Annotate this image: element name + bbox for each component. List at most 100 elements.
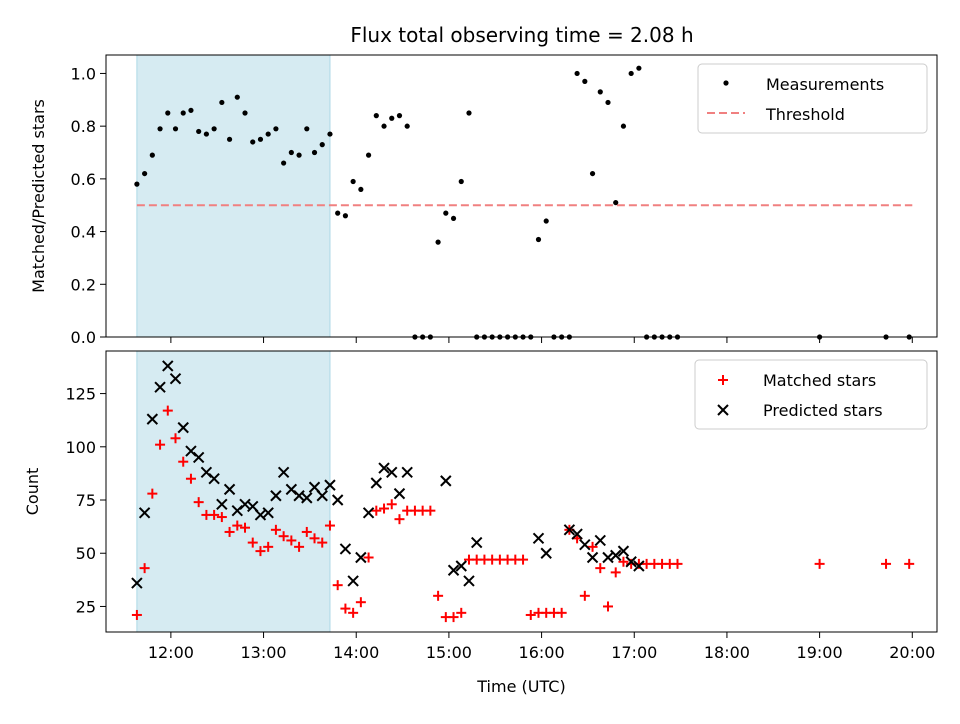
matched-star-point: [394, 514, 405, 525]
predicted-star-point: [532, 532, 545, 545]
predicted-star-point: [362, 507, 375, 519]
measurement-point: [273, 126, 279, 132]
predicted-star-point: [563, 524, 576, 536]
count-panel: 25 50 75 100 125 12:00 13:00 14:00 15:00 16:00 17…: [23, 350, 938, 696]
matched-star-point: [448, 612, 459, 623]
predicted-star-point: [633, 560, 645, 572]
measurement-point: [396, 113, 403, 119]
y-tick-label: 0.0: [71, 328, 96, 347]
measurement-point: [450, 215, 457, 222]
measurement-point: [613, 199, 619, 206]
measurement-point: [242, 110, 248, 116]
predicted-star-point: [540, 547, 552, 559]
chart-title: Flux total observing time = 2.08 h: [350, 23, 693, 47]
matched-star-point: [185, 473, 196, 484]
y-tick-label: 0.6: [71, 170, 96, 189]
predicted-star-point: [594, 534, 606, 547]
measurement-point: [149, 152, 155, 158]
matched-star-point: [155, 439, 166, 450]
measurement-point: [234, 94, 240, 100]
count-panel-y-ticks: 25 50 75 100 125: [65, 385, 106, 616]
ratio-panel-legend: Measurements Threshold: [697, 63, 928, 134]
predicted-star-point: [347, 575, 359, 587]
matched-star-point: [216, 512, 227, 523]
legend-box: [694, 359, 928, 430]
predicted-star-point: [169, 372, 182, 385]
matched-star-point: [587, 541, 598, 552]
legend-marker-predicted: [717, 404, 729, 416]
legend-label: Measurements: [766, 75, 884, 94]
predicted-star-point: [378, 462, 390, 474]
matched-star-point: [672, 558, 683, 569]
predicted-star-point: [355, 551, 367, 564]
matched-star-point: [294, 541, 305, 552]
count-panel-y-label: Count: [23, 468, 42, 516]
predicted-star-point: [162, 360, 174, 372]
measurement-point: [304, 126, 310, 132]
matched-star-point: [814, 558, 825, 569]
measurement-point: [165, 110, 171, 116]
x-tick-label: 14:00: [333, 643, 379, 662]
measurement-point: [443, 210, 449, 216]
matched-star-point: [278, 531, 289, 542]
predicted-star-point: [131, 577, 143, 589]
predicted-star-point: [146, 413, 159, 425]
predicted-star-point: [463, 575, 475, 587]
measurement-point: [188, 107, 194, 113]
matched-star-point: [355, 597, 366, 608]
count-panel-legend: Matched stars Predicted stars: [694, 359, 928, 430]
y-tick-label: 0.2: [71, 275, 96, 294]
matched-star-point: [139, 563, 150, 574]
matched-star-point: [425, 505, 436, 516]
predicted-star-point: [316, 490, 328, 502]
predicted-star-point: [208, 473, 220, 485]
count-panel-x-ticks: 12:00 13:00 14:00 15:00 16:00 17:00 18:00 19:00…: [148, 632, 935, 662]
measurement-point: [458, 178, 464, 185]
matched-star-point: [518, 554, 529, 565]
predicted-star-point: [579, 539, 591, 551]
predicted-star-point: [625, 556, 637, 568]
measurement-point: [281, 160, 287, 166]
measurement-point: [574, 70, 580, 77]
matched-star-point: [247, 537, 258, 548]
matched-star-point: [317, 537, 328, 548]
matched-star-point: [602, 601, 613, 612]
count-panel-axes-frame: [105, 350, 938, 633]
matched-star-point: [556, 607, 567, 618]
matched-star-point: [193, 497, 204, 508]
predicted-star-point: [192, 451, 205, 464]
matched-star-point: [348, 607, 359, 618]
predicted-star-point: [138, 507, 151, 519]
measurement-point: [327, 131, 333, 137]
measurement-point: [358, 186, 364, 193]
predicted-star-point: [455, 560, 467, 572]
measurement-point: [350, 178, 356, 185]
matched-star-point: [170, 433, 181, 444]
measurement-point: [296, 152, 302, 158]
predicted-star-point: [223, 483, 236, 496]
predicted-star-point: [262, 507, 274, 519]
predicted-star-point: [393, 487, 406, 500]
matched-star-point: [240, 522, 251, 533]
predicted-star-point: [277, 466, 290, 479]
predicted-star-point: [571, 528, 583, 540]
y-tick-label: 0.4: [71, 223, 96, 242]
ratio-panel: 0.0 0.2 0.4 0.6 0.8 1.0 Matched/Predicted sta…: [29, 54, 938, 347]
ratio-panel-shaded-interval: [136, 54, 331, 338]
legend-box: [697, 63, 928, 134]
predicted-star-point: [331, 494, 344, 506]
matched-star-point: [433, 590, 444, 601]
measurement-point: [636, 65, 642, 71]
measurement-point: [535, 236, 542, 243]
predicted-star-point: [617, 545, 630, 557]
matched-star-point: [456, 607, 467, 618]
matched-star-point: [162, 405, 173, 416]
predicted-star-point: [370, 477, 383, 489]
matched-star-point: [371, 505, 382, 516]
measurement-point: [211, 126, 217, 132]
predicted-star-point: [324, 479, 336, 491]
matched-star-point: [525, 609, 536, 620]
count-panel-marks: [131, 360, 915, 623]
predicted-star-point: [447, 564, 460, 576]
matched-star-point: [286, 535, 297, 546]
